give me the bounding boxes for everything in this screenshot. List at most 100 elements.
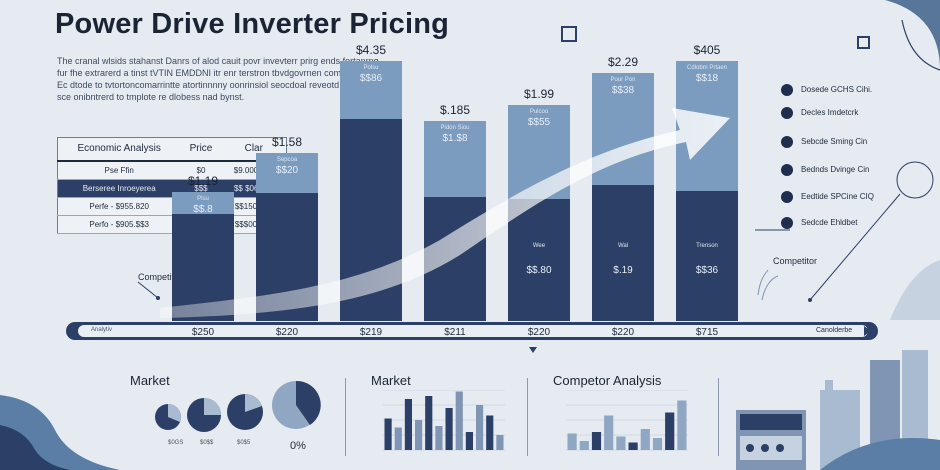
chart-bar (340, 61, 402, 321)
bar-inner-sublabel: Pidon Siou (440, 124, 470, 131)
legend-dot-icon (781, 107, 793, 119)
mini-chart-bar (394, 427, 402, 450)
bar-inner-sublabel: Plsu (197, 196, 209, 203)
market-bar-title: Market (371, 373, 411, 388)
pie-label: $0GS (168, 440, 184, 446)
bar-inner-label: $$.8 (193, 204, 213, 216)
axis-tick-label: $220 (611, 327, 635, 338)
bar-value-label: $1.99 (523, 87, 555, 102)
axis-tick-label: $250 (191, 327, 215, 338)
bar-inner-sublabel: Cdlobm Prtaen (686, 65, 728, 71)
bar-inner-label: $$55 (527, 117, 551, 129)
page-title: Power Drive Inverter Pricing (55, 8, 450, 40)
axis-down-marker-icon (529, 347, 537, 353)
table-cell: Berseree Inroeyerea (57, 179, 181, 198)
mini-chart-bar (591, 432, 602, 450)
legend-dot-icon (781, 84, 793, 96)
legend-label: Decles Imdetcrk (801, 108, 859, 118)
pie-label: $0$$ (200, 440, 214, 446)
market-pie-group (155, 380, 321, 432)
legend-dot-icon (781, 191, 793, 203)
legend-label: Sebcde Sming Cin (801, 137, 868, 147)
mini-chart-bar (640, 429, 650, 450)
divider (718, 378, 719, 456)
mini-chart-bar (579, 441, 589, 450)
bottom-left-wave (0, 395, 120, 470)
table-cell: Perfe - $955.820 (57, 197, 181, 216)
pie-percent-label: 0% (290, 440, 306, 452)
bar-value-label: $1.19 (187, 174, 219, 189)
legend-label: Bednds Dvinge Cin (801, 165, 870, 175)
bar-value-label: $1.58 (271, 135, 303, 150)
mini-chart-bar (404, 399, 412, 450)
legend-label: Sedcde Ehldbet (801, 218, 858, 228)
mini-chart-bar (476, 405, 484, 450)
right-decoration-lines (755, 161, 940, 320)
bar-value-label: $2.29 (607, 54, 639, 69)
legend-item: Sebcde Sming Cin (781, 136, 867, 148)
bar-lower-label: $.19 (613, 265, 633, 276)
mini-chart-bar (665, 412, 675, 450)
legend-label: Dosede GCHS Cihi. (801, 85, 873, 95)
bar-inner-label: $$20 (275, 165, 299, 177)
mini-chart-bar (496, 435, 504, 450)
bar-value-label: $405 (693, 43, 721, 57)
mini-chart-bar (616, 436, 626, 450)
legend-dot-icon (781, 164, 793, 176)
bar-lower-sublabel: Wee (532, 243, 546, 249)
mini-chart-bar (652, 438, 663, 450)
legend-item: Bednds Dvinge Cin (781, 164, 869, 176)
mini-chart-bar (425, 396, 433, 450)
legend-item: Dosede GCHS Cihi. (781, 84, 872, 96)
mini-chart-bar (604, 415, 614, 450)
bar-value-label: $4.35 (355, 43, 387, 57)
legend-label: Eedtide SPCine CIQ (801, 192, 874, 202)
competitor-pointer-left (137, 281, 160, 300)
bar-lower-sublabel: Trenson (696, 243, 718, 249)
bar-lower-sublabel: Wal (617, 243, 629, 249)
mini-chart-bar (435, 426, 443, 450)
bar-lower-label: $$.80 (526, 265, 552, 276)
axis-tick-label: $219 (359, 327, 383, 338)
legend-item: Decles Imdetcrk (781, 107, 858, 119)
bar-inner-label: $$86 (359, 73, 383, 84)
mini-chart-bar (567, 433, 577, 450)
chart-bar (256, 153, 318, 321)
competitor-mini-bar-chart (566, 390, 688, 451)
chart-bar (676, 61, 738, 321)
legend-item: Sedcde Ehldbet (781, 217, 858, 229)
mini-chart-bar (415, 420, 423, 450)
competitor-label-right: Competitor (773, 256, 818, 266)
bar-value-label: $.185 (439, 102, 471, 117)
market-mini-bar-chart (383, 390, 505, 451)
chart-bar (508, 105, 570, 321)
deco-square-right (857, 36, 870, 49)
axis-inner (78, 325, 868, 337)
legend-dot-icon (781, 136, 793, 148)
intro-line-4: sce onibntrerd to tmplote re dlobess nad… (57, 92, 245, 102)
table-cell: Perfo - $905.$$3 (57, 215, 181, 234)
mini-chart-bar (486, 415, 494, 450)
divider (345, 378, 346, 456)
competitor-analysis-title: Competor Analysis (553, 373, 662, 388)
legend-dot-icon (781, 217, 793, 229)
bar-inner-sublabel: Pulcoo (529, 109, 549, 116)
chart-bar (424, 120, 486, 321)
left-dot-grid (8, 18, 42, 168)
axis-tick-label: $715 (695, 327, 719, 338)
mini-chart-bar (384, 418, 392, 450)
axis-end-label: Canolderbe (816, 327, 853, 334)
bar-inner-sublabel: Pour Pon (610, 76, 636, 83)
mini-chart-bar (445, 408, 453, 450)
chart-bar (592, 72, 654, 321)
table-cell: Pse Ffin (57, 161, 181, 180)
mini-chart-bar (677, 400, 687, 450)
axis-start-label: Analytiv (91, 327, 113, 333)
bar-inner-sublabel: Sepcoa (276, 157, 298, 164)
bar-inner-label: $$38 (611, 84, 635, 96)
axis-tick-label: $220 (275, 327, 299, 338)
pie-label: $0$5 (237, 440, 251, 446)
axis-tick-label: $220 (527, 327, 551, 338)
axis-tick-label: $211 (444, 327, 466, 338)
market-pie-title: Market (130, 373, 170, 388)
